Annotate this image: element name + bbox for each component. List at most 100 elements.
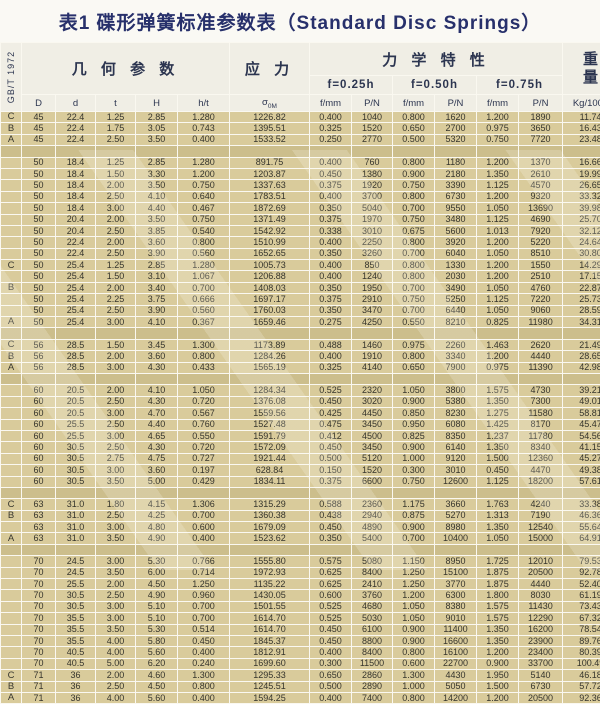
value-cell: 30.5 (56, 465, 96, 476)
value-cell: 0.750 (393, 214, 435, 225)
series-type-cell: C (1, 339, 22, 350)
value-cell: 0.467 (178, 203, 230, 214)
col-header-f025: f/mm (310, 95, 352, 112)
value-cell: 3020 (352, 396, 393, 407)
value-cell: 3.00 (96, 522, 136, 533)
separator-cell (22, 328, 56, 339)
value-cell: 4.30 (136, 396, 178, 407)
value-cell: 58.81 (563, 408, 600, 419)
value-cell: 2.50 (96, 442, 136, 453)
col-header-ht: h/t (178, 95, 230, 112)
value-cell: 0.350 (310, 203, 352, 214)
value-cell: 3010 (352, 225, 393, 236)
value-cell: 70 (22, 601, 56, 612)
value-cell: 3.50 (136, 134, 178, 145)
value-cell: 6600 (352, 476, 393, 487)
value-cell: 2.50 (96, 419, 136, 430)
value-cell: 0.350 (310, 305, 352, 316)
value-cell: 23900 (519, 635, 563, 646)
separator-cell (136, 373, 178, 384)
value-cell: 3.50 (96, 476, 136, 487)
value-cell: 0.550 (393, 317, 435, 328)
value-cell: 49.38 (563, 465, 600, 476)
separator-cell (519, 487, 563, 498)
value-cell: 42.98 (563, 362, 600, 373)
value-cell: 10400 (435, 533, 477, 544)
value-cell: 22.87 (563, 282, 600, 293)
value-cell: 1.050 (477, 203, 519, 214)
value-cell: 7400 (352, 692, 393, 703)
value-cell: 50 (22, 282, 56, 293)
value-cell: 9550 (435, 203, 477, 214)
value-cell: 25.4 (56, 305, 96, 316)
value-cell: 1.350 (477, 168, 519, 179)
value-cell: 2610 (519, 168, 563, 179)
value-cell: 1614.70 (230, 624, 310, 635)
value-cell: 25.5 (56, 419, 96, 430)
value-cell: 0.450 (310, 168, 352, 179)
value-cell: 3760 (352, 590, 393, 601)
value-cell: 4.15 (136, 499, 178, 510)
value-cell: 50 (22, 260, 56, 271)
value-cell: 0.400 (310, 647, 352, 658)
value-cell: 1.350 (477, 396, 519, 407)
value-cell: 1.875 (477, 567, 519, 578)
separator-cell (22, 373, 56, 384)
value-cell: 0.400 (310, 112, 352, 123)
title-bar: 表1 碟形弹簧标准参数表（Standard Disc Springs） (0, 0, 600, 42)
series-type-cell: B (1, 123, 22, 134)
value-cell: 60 (22, 430, 56, 441)
geometry-group-header: 几 何 参 数 (22, 43, 230, 95)
value-cell: 28.59 (563, 305, 600, 316)
value-cell: 67.32 (563, 613, 600, 624)
col-header-p025: P/N (352, 95, 393, 112)
value-cell: 63 (22, 533, 56, 544)
separator-cell (310, 146, 352, 157)
separator-cell (352, 328, 393, 339)
value-cell: 1520 (352, 465, 393, 476)
value-cell: 2700 (435, 123, 477, 134)
separator-cell (352, 544, 393, 555)
value-cell: 45 (22, 112, 56, 123)
weight-group-header: 重 量 (563, 43, 600, 95)
series-type-cell: C (1, 260, 22, 271)
separator-cell (230, 487, 310, 498)
value-cell: 0.300 (310, 658, 352, 669)
series-type-cell: B (1, 351, 22, 362)
value-cell: 1.50 (96, 339, 136, 350)
value-cell: 61.19 (563, 590, 600, 601)
value-cell: 22700 (435, 658, 477, 669)
value-cell: 0.450 (178, 635, 230, 646)
value-cell: 11780 (519, 430, 563, 441)
value-cell: 0.675 (393, 225, 435, 236)
value-cell: 1970 (352, 214, 393, 225)
value-cell: 0.720 (178, 442, 230, 453)
value-cell: 8950 (435, 556, 477, 567)
value-cell: 2320 (352, 385, 393, 396)
value-cell: 1360.38 (230, 510, 310, 521)
value-cell: 4.00 (96, 635, 136, 646)
separator-row (1, 373, 600, 384)
value-cell: 6300 (435, 590, 477, 601)
value-cell: 18.4 (56, 191, 96, 202)
series-type-cell (1, 430, 22, 441)
series-type-cell (1, 180, 22, 191)
separator-cell (435, 487, 477, 498)
value-cell: 1652.65 (230, 248, 310, 259)
value-cell: 40.5 (56, 647, 96, 658)
value-cell: 4.50 (136, 579, 178, 590)
value-cell: 15000 (519, 533, 563, 544)
value-cell: 1284.34 (230, 385, 310, 396)
value-cell: 3.75 (136, 294, 178, 305)
value-cell: 1510.99 (230, 237, 310, 248)
value-cell: 25.73 (563, 294, 600, 305)
